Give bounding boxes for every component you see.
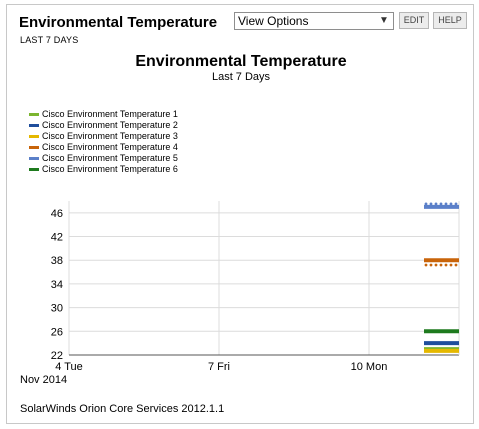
legend-swatch [29,124,39,127]
series-point [449,202,453,206]
series-point [454,263,458,267]
legend-label: Cisco Environment Temperature 6 [42,164,178,174]
series-point [424,202,428,206]
chevron-down-icon: ▼ [379,15,389,26]
y-tick-label: 46 [51,208,63,220]
legend-label: Cisco Environment Temperature 3 [42,131,178,141]
series-point [444,263,448,267]
series-point [434,263,438,267]
legend-swatch [29,157,39,160]
y-tick-label: 34 [51,279,63,291]
series-point [444,202,448,206]
y-tick-label: 22 [51,350,63,362]
widget-subtitle: LAST 7 DAYS [20,35,79,45]
y-tick-label: 38 [51,255,63,267]
series-point [449,263,453,267]
legend-label: Cisco Environment Temperature 1 [42,109,178,119]
x-axis-sublabel: Nov 2014 [20,374,67,386]
x-tick-label: 4 Tue [55,361,83,373]
view-options-label: View Options [238,14,309,28]
legend-swatch [29,168,39,171]
legend-label: Cisco Environment Temperature 4 [42,142,178,152]
y-tick-label: 42 [51,232,63,244]
widget-title: Environmental Temperature [19,14,218,31]
edit-button[interactable]: EDIT [399,12,429,29]
legend-swatch [29,146,39,149]
legend-swatch [29,113,39,116]
plot-area [69,201,459,355]
series-point [454,202,458,206]
series-point [429,202,433,206]
y-tick-label: 30 [51,303,63,315]
legend-swatch [29,135,39,138]
series-point [439,202,443,206]
chart-subtitle: Last 7 Days [211,71,271,83]
legend-label: Cisco Environment Temperature 2 [42,120,178,130]
series-point [434,202,438,206]
series-point [429,263,433,267]
x-tick-label: 10 Mon [351,361,388,373]
chart-title: Environmental Temperature [135,53,347,70]
footer-version: SolarWinds Orion Core Services 2012.1.1 [20,403,225,415]
temperature-chart: 22 26 30 34 38 42 46 4 Tue 7 Fri 10 Mon Nov 2014 [20,201,460,386]
view-options-dropdown[interactable]: View Options ▼ [234,12,394,30]
series-point [439,263,443,267]
temperature-widget: Environmental Temperature LAST 7 DAYS Vi… [6,4,474,424]
y-tick-label: 26 [51,326,63,338]
help-button[interactable]: HELP [433,12,467,29]
x-tick-label: 7 Fri [208,361,230,373]
series-point [424,263,428,267]
legend-label: Cisco Environment Temperature 5 [42,153,178,163]
